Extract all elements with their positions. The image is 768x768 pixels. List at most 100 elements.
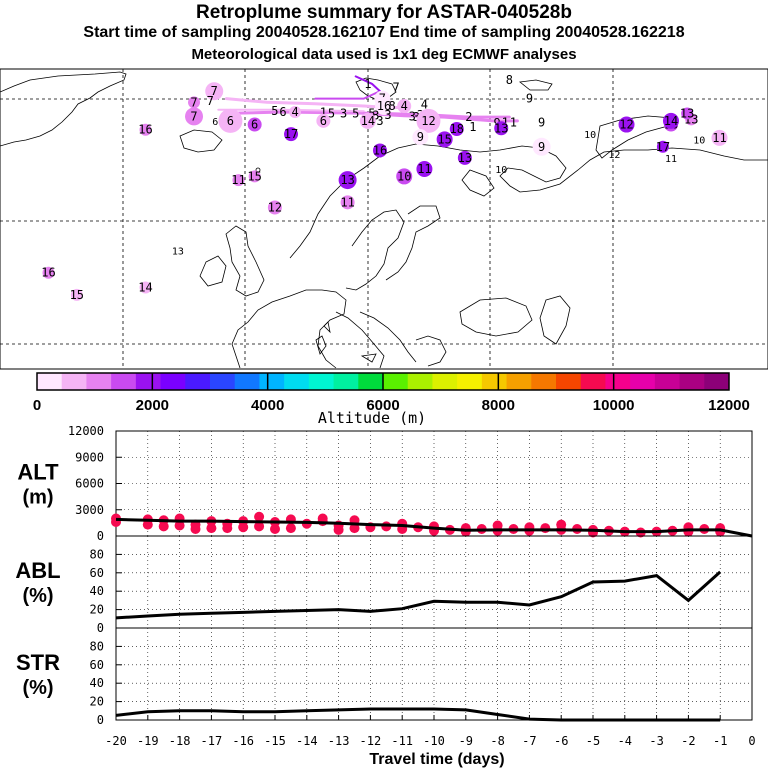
centroid-label-18: 3: [372, 109, 379, 123]
centroid-dot-50: [662, 112, 679, 129]
centroid-dot-16: [397, 99, 412, 114]
str-ytick-label-2: 40: [90, 676, 104, 690]
centroid-label-62: 10: [397, 169, 411, 183]
coast-sicily: [360, 353, 377, 363]
centroid-label-42: 16: [138, 123, 152, 137]
x-tick-label-18: -2: [681, 734, 695, 748]
altitude-ytick-label-3: 9000: [75, 450, 104, 464]
centroid-dot-31: [416, 108, 441, 133]
centroid-dot-69: [42, 266, 55, 279]
altitude-colorbar: 0 2000 4000 6000 8000 10000 12000 Altitude (m): [33, 372, 750, 427]
centroid-label-28: 6: [227, 114, 234, 128]
coast-svalbard: [355, 77, 397, 101]
centroid-dot-65: [248, 170, 261, 183]
centroid-label-29: 6: [251, 118, 258, 132]
altitude-point-26: [333, 524, 344, 535]
altitude-point-9: [190, 524, 201, 534]
str-ytick-label-3: 60: [90, 658, 104, 672]
colorbar-swatch-14: [383, 373, 409, 390]
coast-corsica: [323, 321, 331, 334]
centroid-label-0: 1: [364, 77, 371, 91]
coast-sardinia: [315, 335, 327, 355]
colorbar-swatch-19: [506, 373, 532, 390]
centroid-label-55: 17: [656, 140, 670, 154]
x-tick-label-13: -7: [522, 734, 536, 748]
centroid-label-25: 7: [190, 109, 197, 123]
centroid-label-40: 1: [469, 120, 476, 134]
coast-britain: [225, 225, 265, 297]
coast-europe: [231, 289, 347, 369]
centroid-label-71: 15: [70, 288, 84, 302]
centroid-dot-52: [681, 107, 694, 120]
colorbar-swatch-17: [457, 373, 483, 390]
altitude-median-line: [115, 517, 753, 538]
colorbar-swatch-11: [308, 373, 335, 390]
centroid-label-44: 9: [417, 130, 424, 144]
altitude-point-57: [683, 526, 694, 537]
x-tick-label-14: -6: [554, 734, 568, 748]
x-tick-label-6: -14: [296, 734, 318, 748]
x-tick-label-16: -4: [618, 734, 632, 748]
centroid-label-66: 11: [340, 195, 354, 209]
centroid-label-10: 1: [320, 106, 327, 120]
centroid-label-63: 13: [340, 173, 354, 187]
coast-italy: [335, 311, 385, 369]
colorbar-swatch-18: [481, 373, 508, 390]
centroid-label-60: 10: [495, 165, 507, 176]
colorbar-swatch-2: [86, 373, 112, 390]
centroid-label-64: 11: [231, 173, 245, 187]
centroid-label-47: 10: [584, 130, 596, 141]
coast-baltic: [345, 209, 405, 291]
centroid-dot-42: [139, 123, 152, 136]
centroid-label-34: 1: [502, 115, 509, 129]
centroid-label-53: 10: [693, 135, 705, 146]
x-tick-label-20: 0: [748, 734, 755, 748]
centroid-dot-45: [436, 131, 453, 148]
str-ytick-label-1: 20: [90, 695, 104, 709]
centroid-dot-30: [316, 113, 331, 128]
coast-white-sea: [461, 169, 495, 197]
altitude-point-7: [174, 520, 185, 531]
x-tick-label-12: -8: [490, 734, 504, 748]
altitude-point-17: [254, 521, 265, 532]
abl-line: [115, 570, 722, 620]
colorbar-tick-6: 12000: [708, 397, 750, 414]
centroid-label-23: 14: [361, 114, 375, 128]
met-data-note: Meteorological data used is 1x1 deg ECMW…: [191, 46, 577, 63]
centroid-label-68: 13: [172, 246, 184, 257]
coast-novaya-zemlya: [595, 115, 673, 159]
str-ylabel-1: (%): [22, 677, 53, 699]
colorbar-swatch-6: [185, 373, 211, 390]
plume-path-5: [362, 111, 519, 123]
centroid-dot-63: [338, 171, 357, 190]
centroid-label-11: 5: [328, 106, 335, 120]
colorbar-tick-2: 4000: [251, 397, 284, 414]
centroid-dot-58: [372, 143, 387, 158]
abl-ylabel-1: (%): [22, 585, 53, 607]
centroid-label-46: 9: [538, 140, 545, 154]
colorbar-swatch-21: [556, 373, 582, 390]
centroid-dot-37: [494, 121, 509, 136]
centroid-label-70: 14: [138, 281, 152, 295]
centroid-label-45: 15: [437, 132, 451, 146]
centroid-label-52: 13: [680, 106, 694, 120]
centroid-label-17: 4: [421, 98, 428, 112]
x-tick-label-2: -18: [169, 734, 191, 748]
x-tick-label-5: -15: [264, 734, 286, 748]
sampling-times: Start time of sampling 20040528.162107 E…: [83, 24, 685, 41]
centroid-label-4: 7: [211, 84, 218, 98]
centroid-dot-59: [457, 150, 472, 165]
centroid-label-56: 11: [665, 154, 677, 165]
centroid-dot-64: [232, 174, 245, 187]
x-tick-label-15: -5: [586, 734, 600, 748]
colorbar-tick-1: 2000: [136, 397, 169, 414]
centroid-label-54: 11: [712, 131, 726, 145]
centroid-label-14: 5: [368, 106, 375, 120]
centroid-dot-23: [359, 112, 376, 129]
altitude-point-16: [254, 511, 265, 522]
panel-abl: 0 20 40 60 80 ABL(%): [15, 535, 753, 635]
x-tick-label-19: -1: [713, 734, 727, 748]
x-tick-label-11: -9: [459, 734, 473, 748]
colorbar-swatch-1: [61, 373, 87, 390]
coast-adriatic: [359, 311, 417, 363]
